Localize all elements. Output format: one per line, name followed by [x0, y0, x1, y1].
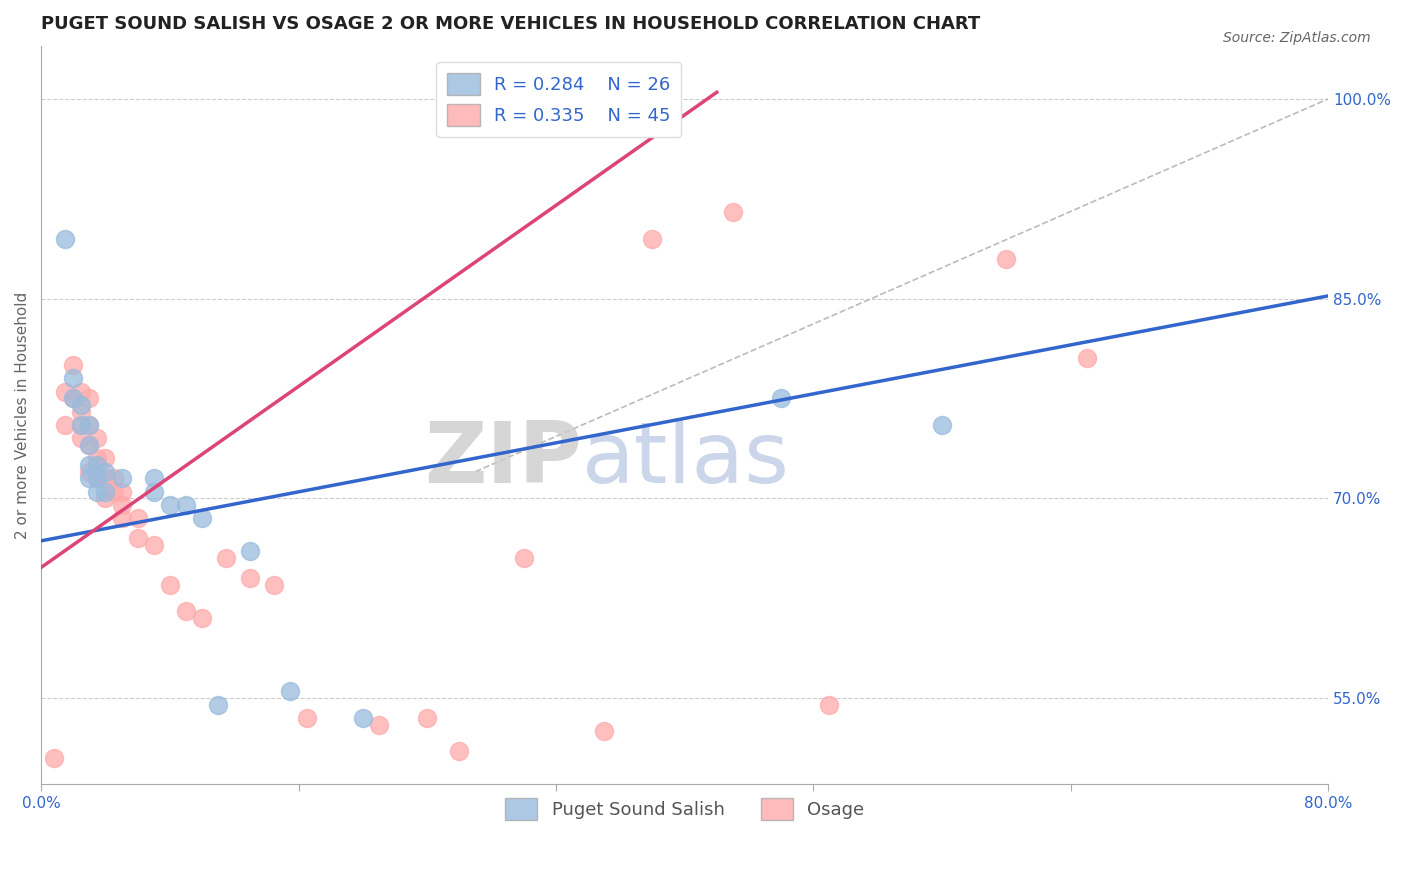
Text: ZIP: ZIP [425, 417, 582, 501]
Text: PUGET SOUND SALISH VS OSAGE 2 OR MORE VEHICLES IN HOUSEHOLD CORRELATION CHART: PUGET SOUND SALISH VS OSAGE 2 OR MORE VE… [41, 15, 980, 33]
Text: atlas: atlas [582, 417, 790, 501]
Y-axis label: 2 or more Vehicles in Household: 2 or more Vehicles in Household [15, 292, 30, 539]
Legend: Puget Sound Salish, Osage: Puget Sound Salish, Osage [498, 790, 872, 827]
Text: Source: ZipAtlas.com: Source: ZipAtlas.com [1223, 31, 1371, 45]
